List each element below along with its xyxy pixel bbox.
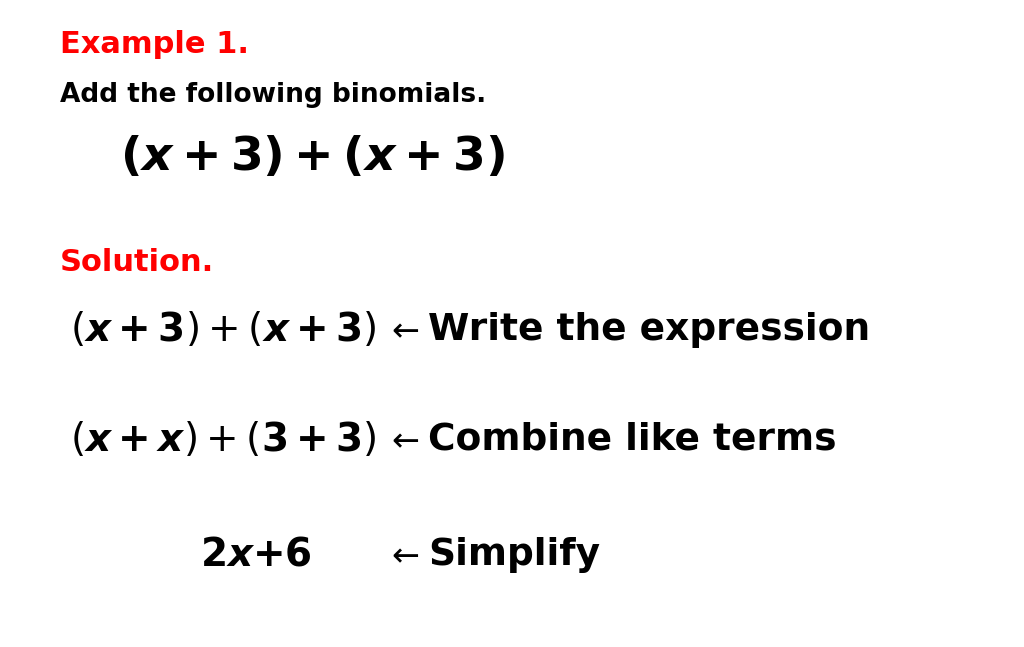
Text: Solution.: Solution. (60, 248, 214, 277)
Text: $\mathbf{(}$$\boldsymbol{x+3}$$\mathbf{)+(}$$\boldsymbol{x+3}$$\mathbf{)}$: $\mathbf{(}$$\boldsymbol{x+3}$$\mathbf{)… (120, 135, 505, 181)
Text: $\leftarrow$: $\leftarrow$ (385, 424, 420, 457)
Text: $\leftarrow$: $\leftarrow$ (385, 314, 420, 347)
Text: $\left(\boldsymbol{x+x}\right)+\left(\boldsymbol{3+3}\right)$: $\left(\boldsymbol{x+x}\right)+\left(\bo… (70, 421, 377, 459)
Text: $\left(\boldsymbol{x+3}\right)+\left(\boldsymbol{x+3}\right)$: $\left(\boldsymbol{x+3}\right)+\left(\bo… (70, 311, 377, 349)
Text: Add the following binomials.: Add the following binomials. (60, 82, 486, 108)
Text: Simplify: Simplify (428, 537, 600, 573)
Text: $\leftarrow$: $\leftarrow$ (385, 538, 420, 571)
Text: Example 1.: Example 1. (60, 30, 249, 59)
Text: Combine like terms: Combine like terms (428, 422, 837, 458)
Text: Write the expression: Write the expression (428, 312, 870, 348)
Text: $\mathbf{2}\boldsymbol{x}\mathbf{+6}$: $\mathbf{2}\boldsymbol{x}\mathbf{+6}$ (200, 536, 311, 574)
